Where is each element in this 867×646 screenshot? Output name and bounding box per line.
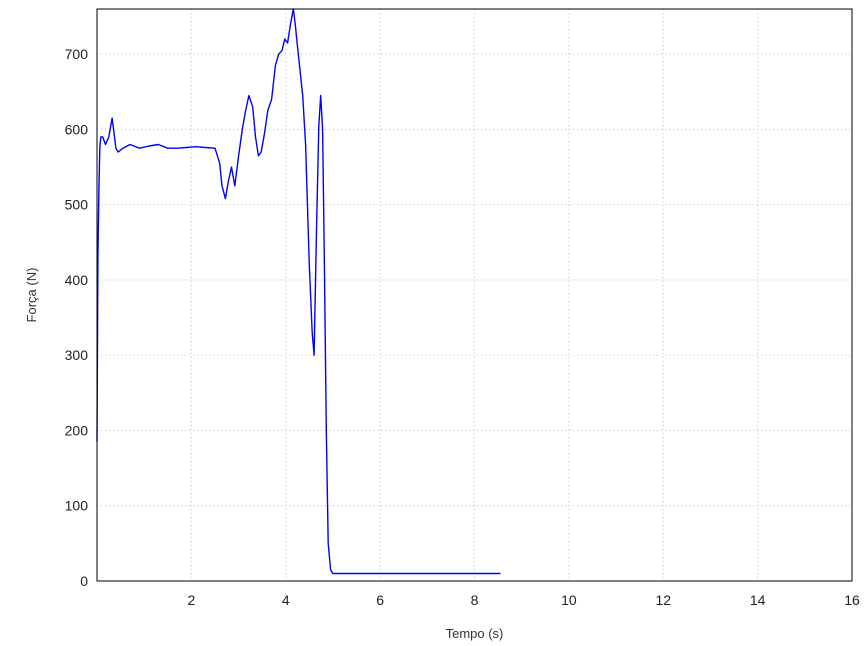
y-axis-title: Força (N) [24, 268, 39, 323]
series-line [96, 8, 501, 575]
y-tick-label: 700 [65, 46, 89, 62]
plot-frame [96, 8, 853, 582]
grid [97, 9, 852, 581]
y-tick-label: 100 [65, 498, 89, 514]
x-tick-label: 2 [187, 592, 195, 608]
x-tick-label: 12 [655, 592, 671, 608]
series-layer [96, 8, 501, 575]
tick-labels: 2 4 6 8 10 12 14 16 0 100 200 300 400 500 600 700 [65, 46, 860, 608]
y-tick-label: 600 [65, 121, 89, 137]
x-tick-label: 6 [376, 592, 384, 608]
x-tick-label: 8 [471, 592, 479, 608]
x-tick-label: 16 [844, 592, 860, 608]
y-tick-label: 300 [65, 347, 89, 363]
y-tick-label: 400 [65, 272, 89, 288]
x-tick-label: 10 [561, 592, 577, 608]
x-tick-label: 4 [282, 592, 290, 608]
x-tick-label: 14 [750, 592, 766, 608]
plot-area [97, 9, 852, 581]
y-tick-label: 200 [65, 422, 89, 438]
x-axis-title: Tempo (s) [446, 626, 504, 641]
y-tick-label: 0 [80, 573, 88, 589]
y-tick-label: 500 [65, 197, 89, 213]
